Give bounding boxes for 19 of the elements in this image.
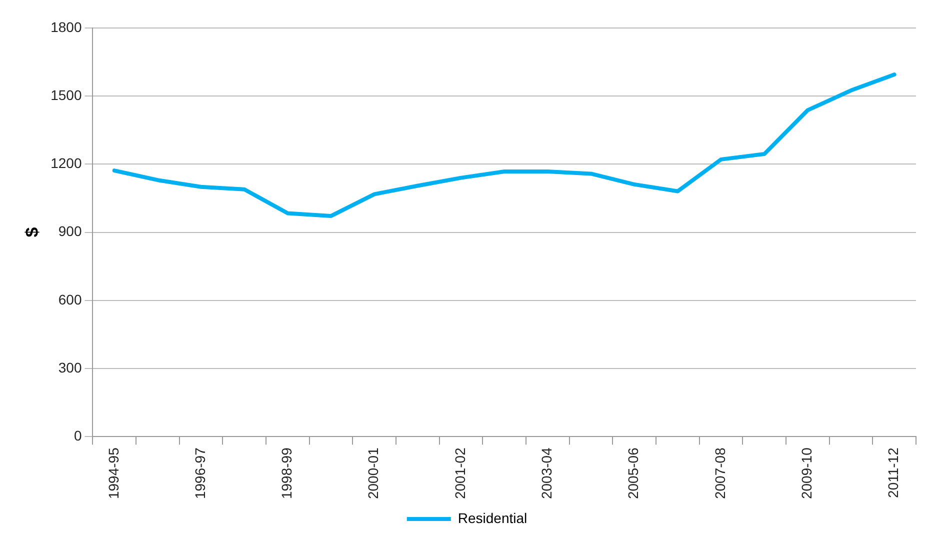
x-tick-label: 2007-08 bbox=[712, 447, 728, 500]
y-axis-title: $ bbox=[22, 227, 42, 238]
y-tick-label: 0 bbox=[74, 427, 82, 444]
x-tick-label: 2001-02 bbox=[452, 447, 468, 500]
x-tick-label: 1998-99 bbox=[278, 447, 295, 500]
y-tick-label: 1800 bbox=[50, 18, 82, 35]
y-tick-label: 1500 bbox=[50, 86, 82, 103]
x-tick-label: 2003-04 bbox=[538, 447, 555, 500]
x-tick-label: 2000-01 bbox=[365, 447, 382, 500]
y-tick-label: 300 bbox=[58, 359, 82, 376]
legend-label: Residential bbox=[458, 510, 528, 526]
x-tick-label: 2009-10 bbox=[798, 447, 815, 500]
x-tick-label: 2005-06 bbox=[625, 447, 642, 500]
y-tick-label: 1200 bbox=[50, 155, 82, 172]
y-tick-label: 900 bbox=[58, 223, 82, 240]
x-tick-label: 1994-95 bbox=[105, 447, 122, 500]
x-tick-label: 2011-12 bbox=[885, 447, 902, 498]
x-tick-label: 1996-97 bbox=[192, 447, 208, 500]
y-tick-label: 600 bbox=[58, 291, 82, 308]
